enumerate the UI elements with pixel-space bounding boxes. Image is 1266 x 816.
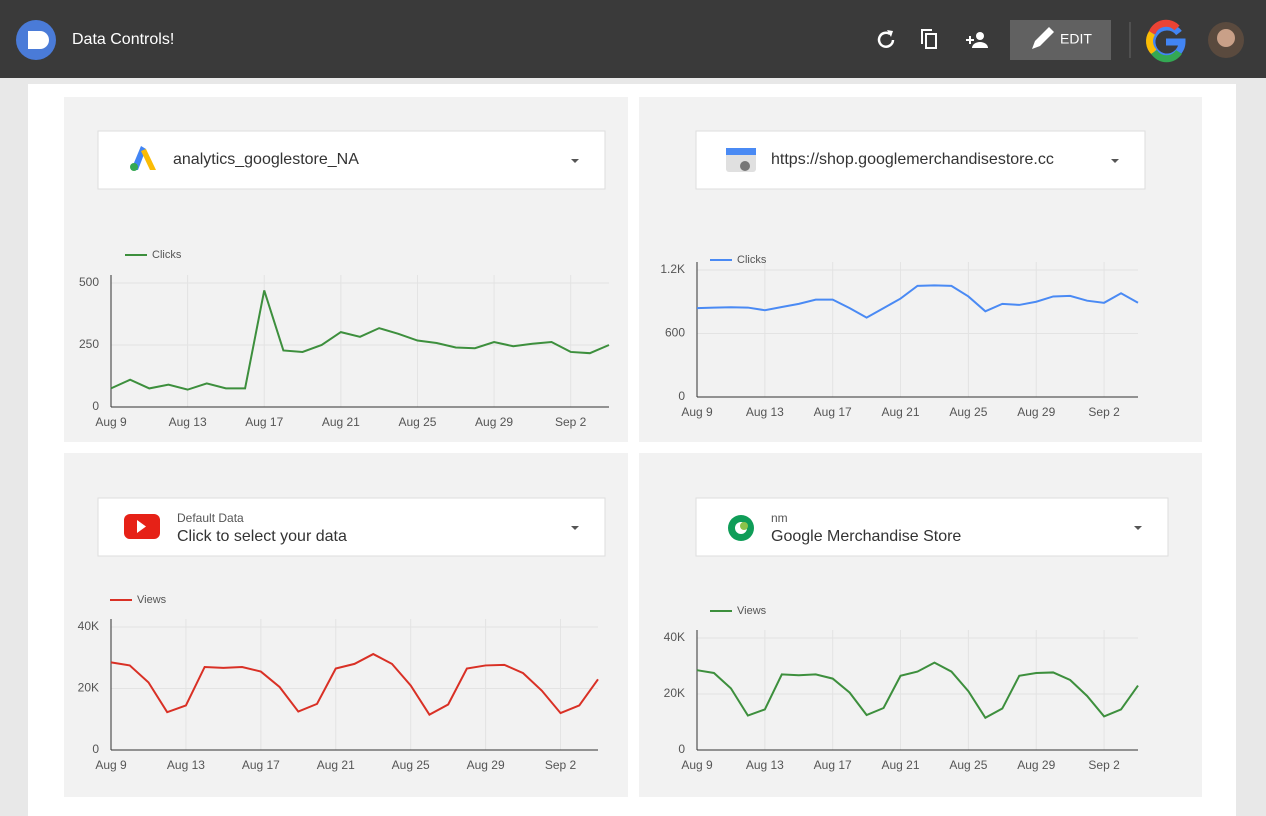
y-tick-label: 0	[678, 389, 685, 403]
selector-value[interactable]: Google Merchandise Store	[771, 528, 961, 545]
youtube-icon	[124, 514, 160, 539]
series-line	[110, 652, 599, 716]
legend-label: Views	[737, 605, 767, 617]
x-tick-label: Aug 21	[882, 405, 920, 419]
y-tick-label: 250	[79, 337, 99, 351]
x-tick-label: Sep 2	[545, 758, 577, 772]
data-selector[interactable]	[97, 497, 606, 557]
y-tick-label: 40K	[664, 630, 685, 644]
selector-label[interactable]: Default Data	[177, 511, 244, 525]
x-tick-label: Aug 25	[949, 758, 987, 772]
x-tick-label: Aug 17	[245, 415, 283, 429]
google-account[interactable]	[1146, 19, 1186, 63]
x-tick-label: Aug 9	[95, 415, 127, 429]
legend-label: Views	[137, 594, 167, 606]
x-tick-label: Aug 9	[95, 758, 127, 772]
selector-value[interactable]: analytics_googlestore_NA	[173, 151, 359, 168]
x-tick-label: Aug 21	[317, 758, 355, 772]
dropdown-arrow	[1134, 526, 1142, 530]
series-line	[696, 661, 1139, 720]
x-tick-label: Sep 2	[1088, 405, 1120, 419]
x-tick-label: Aug 29	[1017, 758, 1055, 772]
x-tick-label: Aug 9	[681, 405, 713, 419]
x-tick-label: Aug 29	[467, 758, 505, 772]
legend-label: Clicks	[152, 249, 182, 261]
x-tick-label: Aug 25	[949, 405, 987, 419]
x-tick-label: Aug 13	[746, 758, 784, 772]
selector-label[interactable]: nm	[771, 511, 788, 525]
x-tick-label: Sep 2	[1088, 758, 1120, 772]
x-tick-label: Aug 17	[814, 758, 852, 772]
y-tick-label: 600	[665, 326, 685, 340]
share-icon[interactable]	[966, 32, 988, 48]
x-tick-label: Aug 25	[398, 415, 436, 429]
edit-icon	[1032, 27, 1054, 49]
x-tick-label: Aug 25	[392, 758, 430, 772]
header-title: Data Controls!	[72, 31, 174, 48]
x-tick-label: Aug 9	[681, 758, 713, 772]
store-icon	[726, 148, 756, 172]
copy-icon[interactable]	[921, 29, 937, 49]
x-tick-label: Aug 13	[167, 758, 205, 772]
y-tick-label: 40K	[78, 619, 99, 633]
x-tick-label: Aug 29	[1017, 405, 1055, 419]
x-tick-label: Aug 21	[322, 415, 360, 429]
dropdown-arrow	[571, 159, 579, 163]
x-tick-label: Aug 21	[882, 758, 920, 772]
edit-button[interactable]	[1010, 20, 1111, 60]
x-tick-label: Aug 13	[746, 405, 784, 419]
y-tick-label: 20K	[78, 681, 99, 695]
series-line	[696, 284, 1139, 319]
y-tick-label: 1.2K	[660, 262, 685, 276]
avatar-face	[1217, 29, 1235, 47]
y-tick-label: 0	[678, 742, 685, 756]
x-tick-label: Aug 17	[242, 758, 280, 772]
y-tick-label: 0	[92, 399, 99, 413]
data-selector[interactable]	[695, 130, 1146, 190]
optimize-icon	[728, 515, 754, 541]
edit-label[interactable]: EDIT	[1060, 31, 1092, 47]
data-selector[interactable]	[695, 497, 1169, 557]
x-tick-label: Aug 13	[169, 415, 207, 429]
y-tick-label: 20K	[664, 686, 685, 700]
legend-label: Clicks	[737, 254, 767, 266]
selector-value[interactable]: Click to select your data	[177, 528, 347, 545]
selector-value[interactable]: https://shop.googlemerchandisestore.cc	[771, 151, 1054, 168]
x-tick-label: Aug 29	[475, 415, 513, 429]
dropdown-arrow	[1111, 159, 1119, 163]
logo-mark	[28, 31, 49, 49]
dropdown-arrow	[571, 526, 579, 530]
y-tick-label: 500	[79, 275, 99, 289]
series-line	[110, 290, 610, 391]
x-tick-label: Sep 2	[555, 415, 587, 429]
refresh-icon[interactable]	[877, 30, 895, 48]
y-tick-label: 0	[92, 742, 99, 756]
ads-icon	[130, 146, 156, 171]
x-tick-label: Aug 17	[814, 405, 852, 419]
data-selector[interactable]	[97, 130, 606, 190]
